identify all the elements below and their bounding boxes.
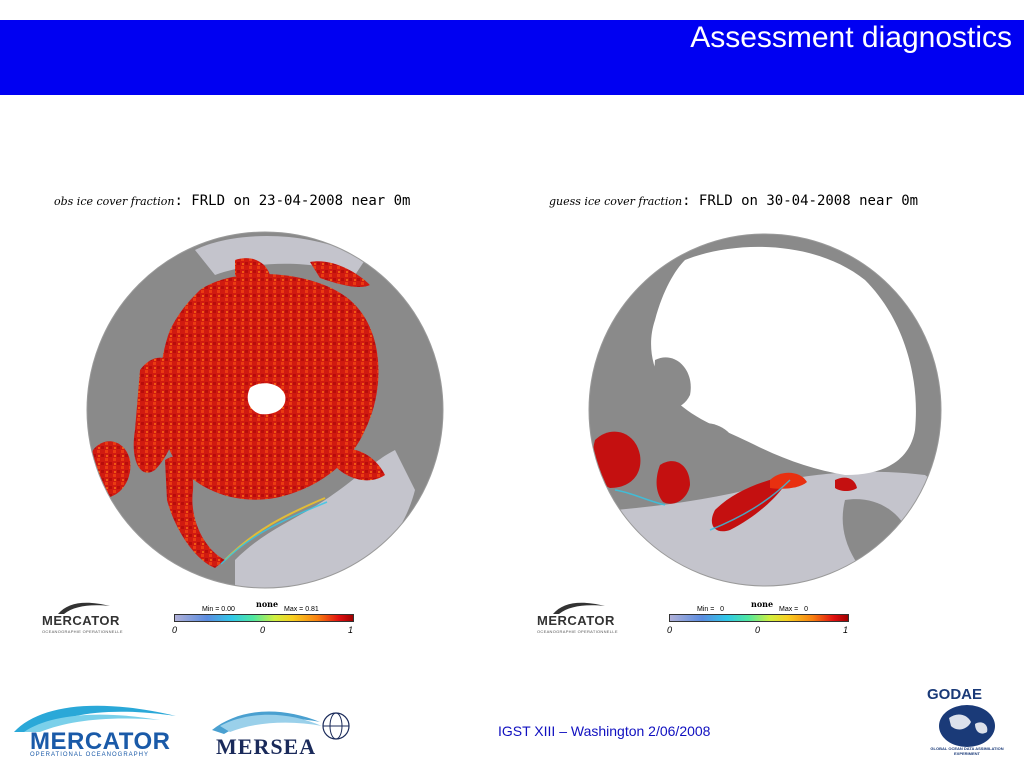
slide-title: Assessment diagnostics xyxy=(690,21,1012,54)
guess-map-title-desc: : FRLD on 30-04-2008 near 0m xyxy=(682,193,919,209)
mercator-swoosh-icon xyxy=(553,602,605,614)
greenland-sea-ice xyxy=(711,475,790,532)
guess-colorbar-unit: none xyxy=(751,599,774,609)
obs-colorbar-unit: none xyxy=(256,599,279,609)
mercator-footer-subtitle: OPERATIONAL OCEANOGRAPHY xyxy=(30,752,150,758)
pole-no-data xyxy=(247,383,286,415)
mercator-small-subtitle: OCEANOGRAPHIE OPERATIONNELLE xyxy=(537,629,618,634)
obs-colorbar-max: Max = 0.81 xyxy=(284,606,319,613)
mercator-swoosh-icon xyxy=(58,602,110,614)
guess-colorbar-max: Max = 0 xyxy=(779,606,808,613)
guess-colorbar-tick-start: 0 xyxy=(667,625,673,635)
obs-polar-map xyxy=(86,231,444,589)
mercator-wave-icon xyxy=(14,705,176,732)
obs-map-panel: obs ice cover fraction: FRLD on 23-04-20… xyxy=(42,190,520,650)
obs-colorbar-tick-start: 0 xyxy=(172,625,178,635)
mercator-logo-footer: MERCATOR OPERATIONAL OCEANOGRAPHY xyxy=(10,700,190,762)
godae-subtitle: GLOBAL OCEAN DATA ASSIMILATION EXPERIMEN… xyxy=(930,746,1004,756)
mercator-footer-name: MERCATOR xyxy=(30,728,171,755)
mercator-logo-small: MERCATOR OCEANOGRAPHIE OPERATIONNELLE xyxy=(537,600,647,634)
obs-map-title-variable: obs ice cover fraction xyxy=(54,195,175,208)
mercator-small-name: MERCATOR xyxy=(42,613,120,628)
obs-colorbar-min: Min = 0.00 xyxy=(202,606,235,613)
guess-polar-map xyxy=(588,233,942,587)
guess-map-panel: guess ice cover fraction: FRLD on 30-04-… xyxy=(537,190,1015,650)
arctic-no-data xyxy=(651,246,916,475)
guess-colorbar-gradient xyxy=(669,614,849,622)
baffin-ice xyxy=(656,461,690,504)
bering-ice xyxy=(235,258,270,283)
godae-name: GODAE xyxy=(927,686,983,703)
obs-colorbar-tick-mid: 0 xyxy=(260,625,266,635)
mercator-small-name: MERCATOR xyxy=(537,613,615,628)
guess-colorbar-min: Min = 0 xyxy=(697,606,725,613)
header-bar xyxy=(0,20,1024,95)
barents-ice xyxy=(335,448,385,481)
guess-map-title: guess ice cover fraction: FRLD on 30-04-… xyxy=(549,192,918,209)
obs-colorbar: none Min = 0.00 Max = 0.81 0 0 1 xyxy=(170,595,360,643)
mercator-logo-small: MERCATOR OCEANOGRAPHIE OPERATIONNELLE xyxy=(42,600,152,634)
obs-map-title: obs ice cover fraction: FRLD on 23-04-20… xyxy=(54,192,410,209)
conference-footer-text: IGST XIII – Washington 2/06/2008 xyxy=(498,723,711,739)
map-boundary xyxy=(588,233,942,587)
map-boundary xyxy=(86,231,444,589)
archipelago-land xyxy=(653,357,691,408)
okhotsk-ice xyxy=(310,261,370,288)
archipelago-ice xyxy=(133,357,182,473)
kara-ice xyxy=(835,477,857,491)
godae-globe-icon xyxy=(939,705,995,747)
obs-colorbar-tick-end: 1 xyxy=(348,625,354,635)
mersea-logo: MERSEA xyxy=(210,700,355,762)
guess-colorbar-tick-end: 1 xyxy=(843,625,849,635)
guess-colorbar-tick-mid: 0 xyxy=(755,625,761,635)
ice-edge-atlantic-blue xyxy=(220,501,328,565)
godae-logo: GODAE GLOBAL OCEAN DATA ASSIMILATION EXP… xyxy=(915,686,1015,766)
hudson-bay-ice xyxy=(592,431,641,488)
obs-map-title-desc: : FRLD on 23-04-2008 near 0m xyxy=(174,193,411,209)
greenland-land xyxy=(683,423,741,495)
mercator-small-subtitle: OCEANOGRAPHIE OPERATIONNELLE xyxy=(42,629,123,634)
mersea-wave-globe-icon xyxy=(212,711,350,740)
mersea-name: MERSEA xyxy=(216,734,317,759)
guess-colorbar: none Min = 0 Max = 0 0 0 1 xyxy=(665,595,855,643)
ice-edge-hudson-blue xyxy=(614,489,666,506)
ice-edge-atlantic-blue xyxy=(709,479,791,531)
guess-map-title-variable: guess ice cover fraction xyxy=(549,195,683,208)
baffin-ice xyxy=(165,456,225,568)
obs-colorbar-gradient xyxy=(174,614,354,622)
